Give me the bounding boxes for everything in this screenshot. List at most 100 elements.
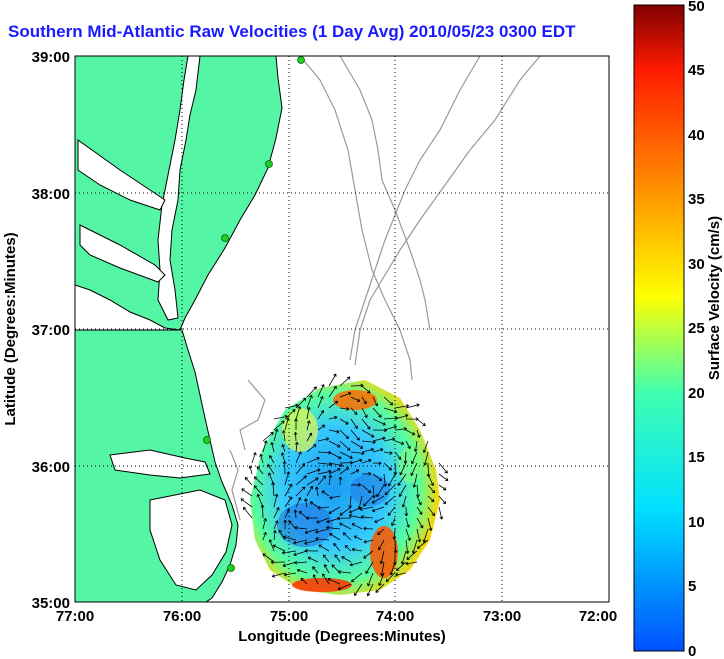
- velocity-vector: [394, 427, 407, 431]
- velocity-vector: [411, 451, 418, 465]
- velocity-vector: [329, 495, 341, 500]
- velocity-vector: [262, 553, 275, 563]
- velocity-vector: [423, 451, 429, 466]
- velocity-vector: [328, 373, 337, 387]
- velocity-vector: [251, 452, 257, 464]
- velocity-vector: [317, 409, 325, 420]
- y-tick-label: 38:00: [32, 186, 70, 203]
- velocity-field: [250, 380, 440, 595]
- velocity-vector: [350, 407, 358, 415]
- velocity-vector: [271, 481, 275, 497]
- velocity-vector: [315, 528, 330, 534]
- velocity-vector: [315, 486, 319, 497]
- velocity-vector: [371, 506, 385, 513]
- velocity-vector: [309, 501, 319, 508]
- velocity-vector: [328, 429, 340, 434]
- velocity-vector: [304, 528, 319, 535]
- x-tick-label: 76:00: [163, 608, 201, 625]
- velocity-vector: [348, 513, 363, 519]
- velocity-vector: [397, 473, 407, 486]
- velocity-vector: [306, 420, 311, 431]
- velocity-vector: [282, 460, 287, 475]
- velocity-vector: [269, 455, 275, 464]
- velocity-vector: [361, 385, 371, 394]
- velocity-vector: [410, 462, 418, 476]
- velocity-vector: [262, 518, 267, 530]
- velocity-vector: [305, 516, 319, 520]
- velocity-vector: [281, 444, 286, 453]
- velocity-vector: [351, 547, 363, 552]
- velocity-vector: [339, 467, 350, 475]
- velocity-vector: [438, 506, 444, 520]
- velocity-vector: [328, 451, 342, 460]
- velocity-vector: [350, 458, 363, 464]
- velocity-vector: [270, 441, 275, 453]
- velocity-vector: [339, 440, 351, 451]
- velocity-vector: [328, 440, 341, 448]
- velocity-vector: [316, 517, 330, 524]
- velocity-vector: [350, 429, 360, 441]
- bathymetry-contours: [229, 56, 541, 521]
- velocity-vector: [298, 511, 308, 519]
- velocity-vector: [372, 448, 384, 453]
- velocity-vector: [378, 539, 385, 551]
- velocity-vector: [273, 428, 279, 442]
- velocity-vector: [361, 407, 368, 418]
- velocity-vector: [306, 406, 311, 420]
- velocity-vector: [241, 488, 253, 497]
- velocity-vector: [284, 508, 290, 519]
- velocity-vector: [306, 444, 317, 453]
- velocity-vector: [268, 539, 275, 552]
- velocity-vector: [322, 554, 330, 563]
- velocity-vector: [306, 477, 319, 486]
- velocity-vector: [334, 554, 341, 563]
- velocity-vector: [341, 556, 352, 563]
- velocity-vector: [271, 572, 286, 578]
- velocity-vector: [294, 418, 298, 431]
- velocity-vector: [339, 407, 350, 411]
- velocity-vector: [405, 528, 411, 541]
- colorbar: [633, 4, 685, 652]
- velocity-vector: [383, 396, 394, 406]
- x-axis-label: Longitude (Degrees:Minutes): [238, 628, 446, 645]
- velocity-vector: [361, 418, 371, 430]
- velocity-vector: [377, 528, 385, 536]
- colorbar-tick-label: 35: [688, 191, 705, 208]
- velocity-vector: [259, 453, 264, 464]
- velocity-vector: [383, 473, 388, 487]
- velocity-vector: [315, 537, 330, 541]
- velocity-vector: [361, 447, 375, 453]
- velocity-vector: [372, 473, 383, 482]
- velocity-vector: [379, 550, 385, 565]
- velocity-vector: [283, 572, 297, 577]
- x-tick-label: 75:00: [270, 608, 308, 625]
- velocity-vector: [333, 542, 341, 552]
- velocity-vector: [270, 560, 286, 565]
- velocity-vector: [416, 418, 426, 427]
- velocity-vector: [244, 476, 253, 486]
- velocity-vector: [295, 463, 306, 475]
- velocity-vector: [422, 440, 429, 453]
- velocity-vector: [293, 550, 308, 557]
- velocity-vector: [391, 517, 396, 526]
- velocity-vector: [329, 533, 341, 541]
- velocity-vector: [273, 493, 279, 508]
- velocity-vector: [394, 414, 409, 420]
- velocity-vector: [350, 440, 364, 449]
- velocity-vector: [328, 467, 341, 475]
- velocity-vector: [253, 476, 264, 486]
- velocity-vector: [374, 517, 385, 523]
- velocity-vector: [385, 572, 396, 582]
- velocity-vector: [328, 400, 339, 409]
- velocity-vector: [389, 561, 396, 576]
- velocity-vector: [256, 466, 264, 475]
- velocity-vector: [350, 396, 361, 402]
- velocity-vector: [348, 506, 363, 514]
- velocity-vector: [401, 495, 407, 508]
- velocity-vector: [383, 462, 392, 471]
- velocity-vector: [392, 528, 397, 540]
- velocity-vector: [262, 531, 267, 541]
- y-tick-label: 39:00: [32, 49, 70, 66]
- velocity-vector: [253, 485, 264, 497]
